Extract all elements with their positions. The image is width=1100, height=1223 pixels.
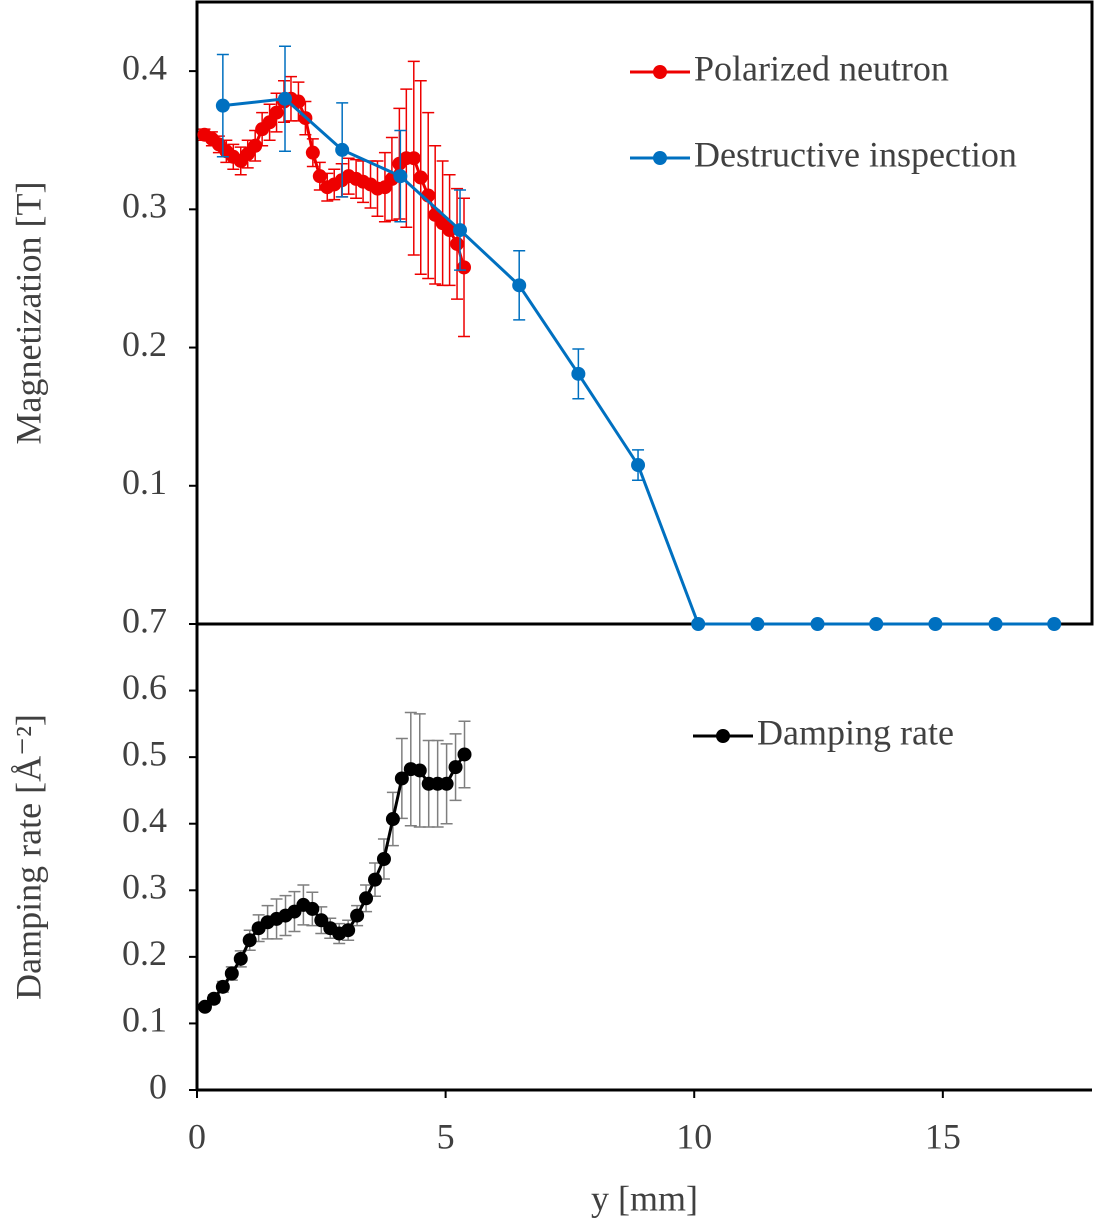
data-point — [439, 776, 454, 791]
x-tick-label: 10 — [676, 1116, 712, 1156]
data-point — [406, 151, 421, 166]
data-point — [224, 966, 239, 981]
y-axis-label: Magnetization [T] — [8, 182, 48, 445]
data-point — [412, 763, 427, 778]
data-point — [368, 872, 383, 887]
data-point — [1047, 617, 1062, 631]
x-axis-label: y [mm] — [591, 1178, 698, 1218]
data-point — [457, 747, 472, 762]
legend-label: Destructive inspection — [694, 134, 1017, 174]
data-point — [928, 617, 943, 631]
data-point — [197, 999, 212, 1014]
x-tick-label: 15 — [925, 1116, 961, 1156]
y-tick-label: 0.5 — [122, 733, 167, 773]
y-tick-label: 0.2 — [122, 324, 167, 364]
data-point — [278, 91, 293, 106]
data-point — [359, 891, 374, 906]
y-tick-label: 0.1 — [122, 1000, 167, 1040]
data-point — [291, 94, 306, 109]
y-tick-label: 0.3 — [122, 867, 167, 907]
data-point — [242, 933, 257, 948]
legend-marker — [653, 65, 667, 79]
data-point — [215, 979, 230, 994]
y-tick-label: 0.4 — [122, 800, 167, 840]
data-point — [448, 760, 463, 775]
data-point — [450, 236, 465, 251]
data-point — [206, 991, 221, 1006]
data-point — [453, 223, 468, 238]
legend-label: Polarized neutron — [694, 48, 949, 88]
data-point — [750, 617, 765, 631]
data-point — [262, 115, 277, 130]
data-point — [269, 105, 284, 120]
data-point — [691, 617, 706, 631]
data-point — [233, 951, 248, 966]
x-tick-label: 0 — [188, 1116, 206, 1156]
data-point — [350, 908, 365, 923]
data-point — [341, 923, 356, 938]
y-tick-label: 0.4 — [122, 47, 167, 87]
data-point — [631, 458, 646, 473]
data-point — [312, 169, 327, 184]
plot-frame — [195, 0, 1094, 626]
legend-marker — [653, 151, 667, 165]
data-point — [305, 145, 320, 160]
y-tick-label: 0.1 — [122, 462, 167, 502]
x-tick-label: 5 — [437, 1116, 455, 1156]
data-point — [248, 138, 263, 153]
y-tick-label: 0.7 — [122, 600, 167, 640]
data-point — [314, 913, 329, 928]
data-point — [393, 169, 408, 184]
data-point — [335, 142, 350, 157]
data-point — [385, 812, 400, 827]
data-point — [988, 617, 1003, 631]
data-point — [457, 260, 472, 275]
data-point — [512, 278, 527, 293]
y-tick-label: 0.2 — [122, 933, 167, 973]
data-point — [413, 170, 428, 185]
data-point — [571, 366, 586, 381]
data-point — [810, 617, 825, 631]
data-point — [442, 223, 457, 238]
data-point — [215, 98, 230, 113]
data-point — [394, 771, 409, 786]
y-tick-label: 0.3 — [122, 186, 167, 226]
data-point — [305, 901, 320, 916]
y-tick-label: 0.6 — [122, 667, 167, 707]
data-point — [869, 617, 884, 631]
legend-label: Damping rate — [757, 712, 954, 752]
y-tick-label: 0 — [149, 1066, 167, 1106]
data-point — [376, 851, 391, 866]
y-axis-label: Damping rate [Å⁻²] — [8, 714, 48, 1000]
legend-marker — [716, 729, 730, 743]
series-line — [203, 753, 466, 1008]
